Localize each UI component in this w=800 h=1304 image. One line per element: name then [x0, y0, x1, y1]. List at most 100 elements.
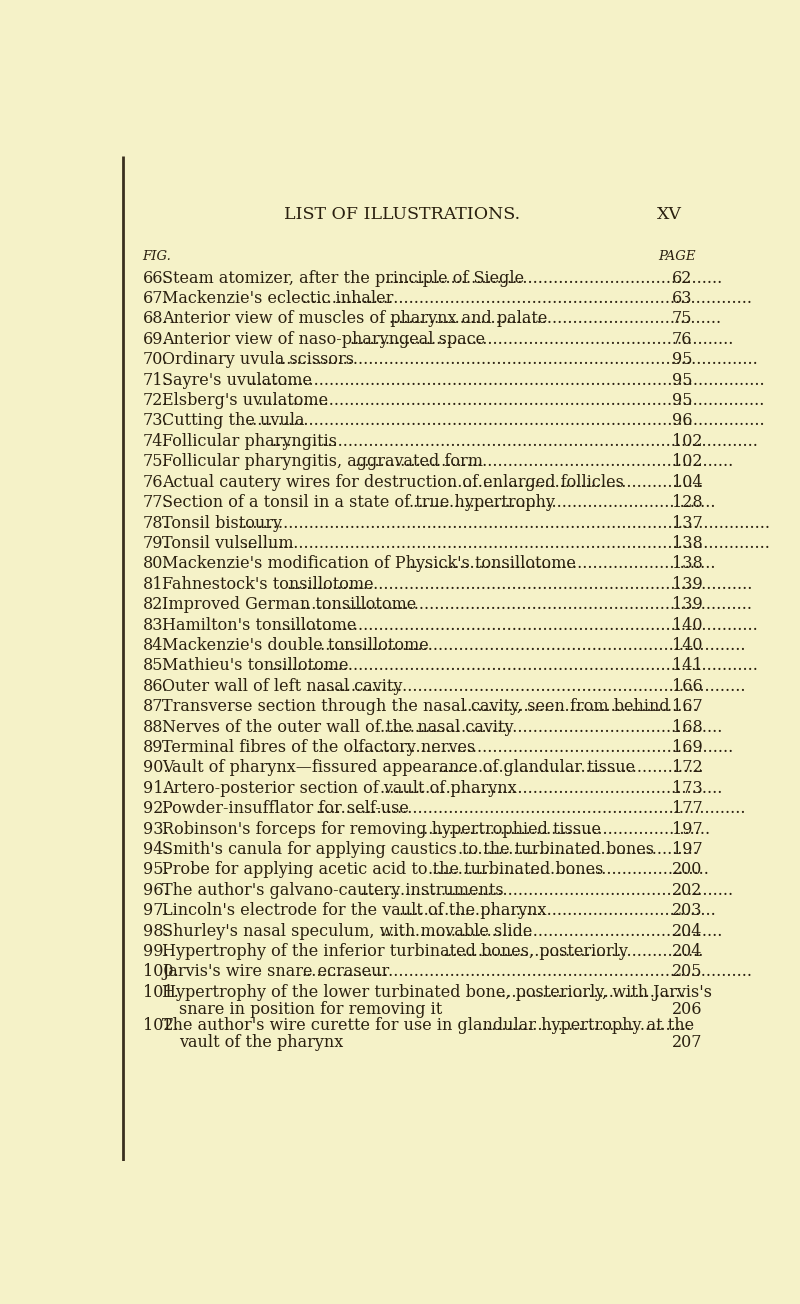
Text: Mackenzie's double tonsillotome: Mackenzie's double tonsillotome — [162, 636, 429, 653]
Text: 80.: 80. — [142, 556, 168, 572]
Text: 81.: 81. — [142, 575, 168, 593]
Text: ................................................................................: ........................................… — [286, 575, 753, 593]
Text: Probe for applying acetic acid to the turbinated bones: Probe for applying acetic acid to the tu… — [162, 862, 603, 879]
Text: 89.: 89. — [142, 739, 168, 756]
Text: vault of the pharynx: vault of the pharynx — [179, 1034, 343, 1051]
Text: Section of a tonsil in a state of true hypertrophy: Section of a tonsil in a state of true h… — [162, 494, 555, 511]
Text: 100.: 100. — [142, 964, 178, 981]
Text: 86.: 86. — [142, 678, 168, 695]
Text: 138: 138 — [672, 535, 702, 552]
Text: The author's wire curette for use in glandular hypertrophy at the: The author's wire curette for use in gla… — [162, 1017, 694, 1034]
Text: 202: 202 — [672, 882, 702, 898]
Text: 94.: 94. — [142, 841, 168, 858]
Text: snare in position for removing it: snare in position for removing it — [179, 1001, 442, 1018]
Text: ................................................................................: ........................................… — [238, 515, 770, 532]
Text: Anterior view of naso-pharyngeal space: Anterior view of naso-pharyngeal space — [162, 331, 485, 348]
Text: ..................................................: ........................................… — [447, 473, 704, 490]
Text: .......................................................: ........................................… — [428, 862, 710, 879]
Text: 99.: 99. — [142, 943, 168, 960]
Text: 95: 95 — [672, 393, 693, 409]
Text: 76.: 76. — [142, 473, 168, 490]
Text: XV: XV — [657, 206, 682, 223]
Text: Follicular pharyngitis: Follicular pharyngitis — [162, 433, 337, 450]
Text: 75: 75 — [672, 310, 693, 327]
Text: 169: 169 — [672, 739, 702, 756]
Text: ................................................................................: ........................................… — [316, 801, 746, 818]
Text: 84.: 84. — [142, 636, 168, 653]
Text: PAGE: PAGE — [658, 250, 695, 263]
Text: 92.: 92. — [142, 801, 168, 818]
Text: 168: 168 — [672, 719, 702, 735]
Text: 166: 166 — [672, 678, 702, 695]
Text: .........................................................................: ........................................… — [360, 882, 734, 898]
Text: 79.: 79. — [142, 535, 168, 552]
Text: 204: 204 — [672, 923, 702, 940]
Text: Powder-insufflator for self-use: Powder-insufflator for self-use — [162, 801, 409, 818]
Text: 207: 207 — [672, 1034, 702, 1051]
Text: 96.: 96. — [142, 882, 168, 898]
Text: Lincoln's electrode for the vault of the pharynx: Lincoln's electrode for the vault of the… — [162, 902, 546, 919]
Text: Smith's canula for applying caustics to the turbinated bones: Smith's canula for applying caustics to … — [162, 841, 654, 858]
Text: Fahnestock's tonsillotome: Fahnestock's tonsillotome — [162, 575, 374, 593]
Text: ....................................................: ........................................… — [438, 759, 704, 776]
Text: 76: 76 — [672, 331, 693, 348]
Text: Robinson's forceps for removing hypertrophied tissue: Robinson's forceps for removing hypertro… — [162, 820, 601, 837]
Text: Follicular pharyngitis, aggravated form: Follicular pharyngitis, aggravated form — [162, 454, 483, 471]
Text: ...................................................: ........................................… — [442, 943, 704, 960]
Text: Nerves of the outer wall of the nasal cavity: Nerves of the outer wall of the nasal ca… — [162, 719, 514, 735]
Text: 197: 197 — [672, 820, 702, 837]
Text: 141: 141 — [672, 657, 702, 674]
Text: 177: 177 — [672, 801, 702, 818]
Text: ...................................................................: ........................................… — [379, 780, 722, 797]
Text: 95: 95 — [672, 351, 693, 368]
Text: ..............................................................: ........................................… — [398, 902, 717, 919]
Text: 128: 128 — [672, 494, 702, 511]
Text: ...................................................................: ........................................… — [379, 923, 722, 940]
Text: 90.: 90. — [142, 759, 168, 776]
Text: 85.: 85. — [142, 657, 168, 674]
Text: ................................................................................: ........................................… — [272, 657, 758, 674]
Text: Anterior view of muscles of pharynx and palate: Anterior view of muscles of pharynx and … — [162, 310, 547, 327]
Text: Mackenzie's eclectic inhaler: Mackenzie's eclectic inhaler — [162, 289, 394, 306]
Text: 63: 63 — [672, 289, 693, 306]
Text: Artero-posterior section of vault of pharynx: Artero-posterior section of vault of pha… — [162, 780, 517, 797]
Text: Mathieu's tonsillotome: Mathieu's tonsillotome — [162, 657, 349, 674]
Text: ..................................................................: ........................................… — [384, 270, 722, 287]
Text: Ordinary uvula scissors: Ordinary uvula scissors — [162, 351, 354, 368]
Text: ................................................................................: ........................................… — [242, 535, 770, 552]
Text: Transverse section through the nasal cavity, seen from behind: Transverse section through the nasal cav… — [162, 698, 670, 715]
Text: Sayre's uvulatome: Sayre's uvulatome — [162, 372, 312, 389]
Text: Improved German tonsillotome: Improved German tonsillotome — [162, 596, 416, 613]
Text: 140: 140 — [672, 636, 702, 653]
Text: 206: 206 — [672, 1001, 702, 1018]
Text: ................................................................................: ........................................… — [316, 636, 746, 653]
Text: ................................................................................: ........................................… — [301, 596, 752, 613]
Text: 77.: 77. — [142, 494, 168, 511]
Text: 87.: 87. — [142, 698, 168, 715]
Text: 102: 102 — [672, 454, 702, 471]
Text: ...................................................................: ........................................… — [379, 719, 722, 735]
Text: 104: 104 — [672, 473, 702, 490]
Text: Jarvis's wire snare ecraseur: Jarvis's wire snare ecraseur — [162, 964, 390, 981]
Text: ................................................................................: ........................................… — [277, 351, 758, 368]
Text: .........................................: ........................................… — [482, 1017, 692, 1034]
Text: 98.: 98. — [142, 923, 168, 940]
Text: Mackenzie's modification of Physick's tonsillotome: Mackenzie's modification of Physick's to… — [162, 556, 576, 572]
Text: .........................................................: ........................................… — [418, 820, 710, 837]
Text: 74.: 74. — [142, 433, 168, 450]
Text: Steam atomizer, after the principle of Siegle: Steam atomizer, after the principle of S… — [162, 270, 524, 287]
Text: 95.: 95. — [142, 862, 168, 879]
Text: ............................................................: ........................................… — [409, 556, 716, 572]
Text: 67.: 67. — [142, 289, 168, 306]
Text: 204: 204 — [672, 943, 702, 960]
Text: 78.: 78. — [142, 515, 168, 532]
Text: Tonsil vulsellum: Tonsil vulsellum — [162, 535, 294, 552]
Text: ..........................................................................: ........................................… — [354, 739, 734, 756]
Text: ................................................................................: ........................................… — [316, 678, 746, 695]
Text: ................................................................................: ........................................… — [257, 393, 765, 409]
Text: 173: 173 — [672, 780, 702, 797]
Text: 88.: 88. — [142, 719, 168, 735]
Text: 95: 95 — [672, 372, 693, 389]
Text: 101.: 101. — [142, 983, 178, 1000]
Text: 83.: 83. — [142, 617, 168, 634]
